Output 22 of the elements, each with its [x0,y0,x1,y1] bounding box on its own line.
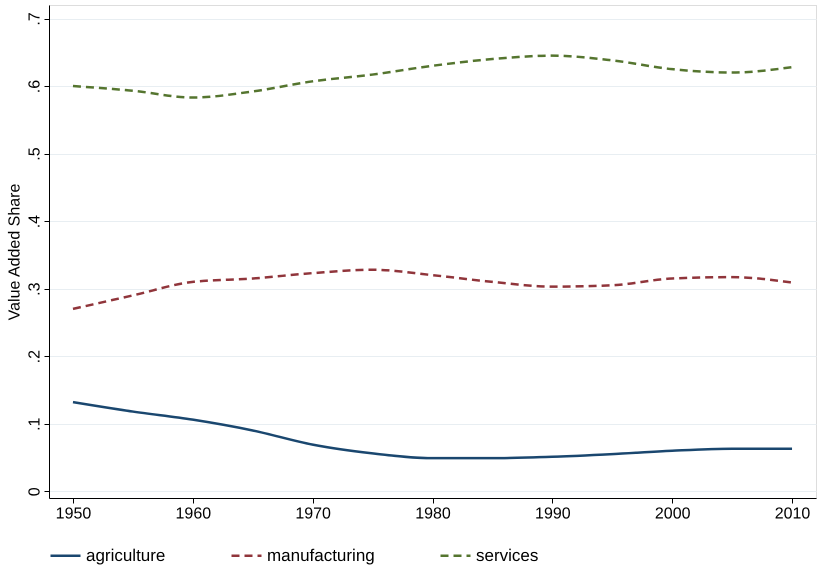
y-tick-label: .5 [26,147,44,161]
legend-label: agriculture [86,546,166,565]
line-series [72,54,794,99]
line-series [72,268,794,310]
x-tick-label: 1990 [535,506,571,522]
line-series [72,400,794,460]
x-tick-label: 1960 [176,506,212,522]
y-axis-title: Value Added Share [6,184,24,320]
y-tick-label: .2 [26,350,44,364]
y-tick-label: .3 [26,282,44,296]
x-tick-label: 1950 [56,506,92,522]
legend-label: manufacturing [267,546,375,565]
x-tick-label: 1970 [295,506,332,522]
y-tick-label: .7 [26,12,44,26]
legend-label: services [476,546,538,565]
y-tick-label: .4 [26,214,44,228]
y-tick-label: .6 [26,80,44,94]
y-tick-label: 0 [26,487,44,496]
x-tick-label: 2000 [654,506,691,522]
x-tick-label: 2010 [774,506,810,522]
x-tick-label: 1980 [415,506,451,522]
y-tick-label: .1 [26,417,44,431]
